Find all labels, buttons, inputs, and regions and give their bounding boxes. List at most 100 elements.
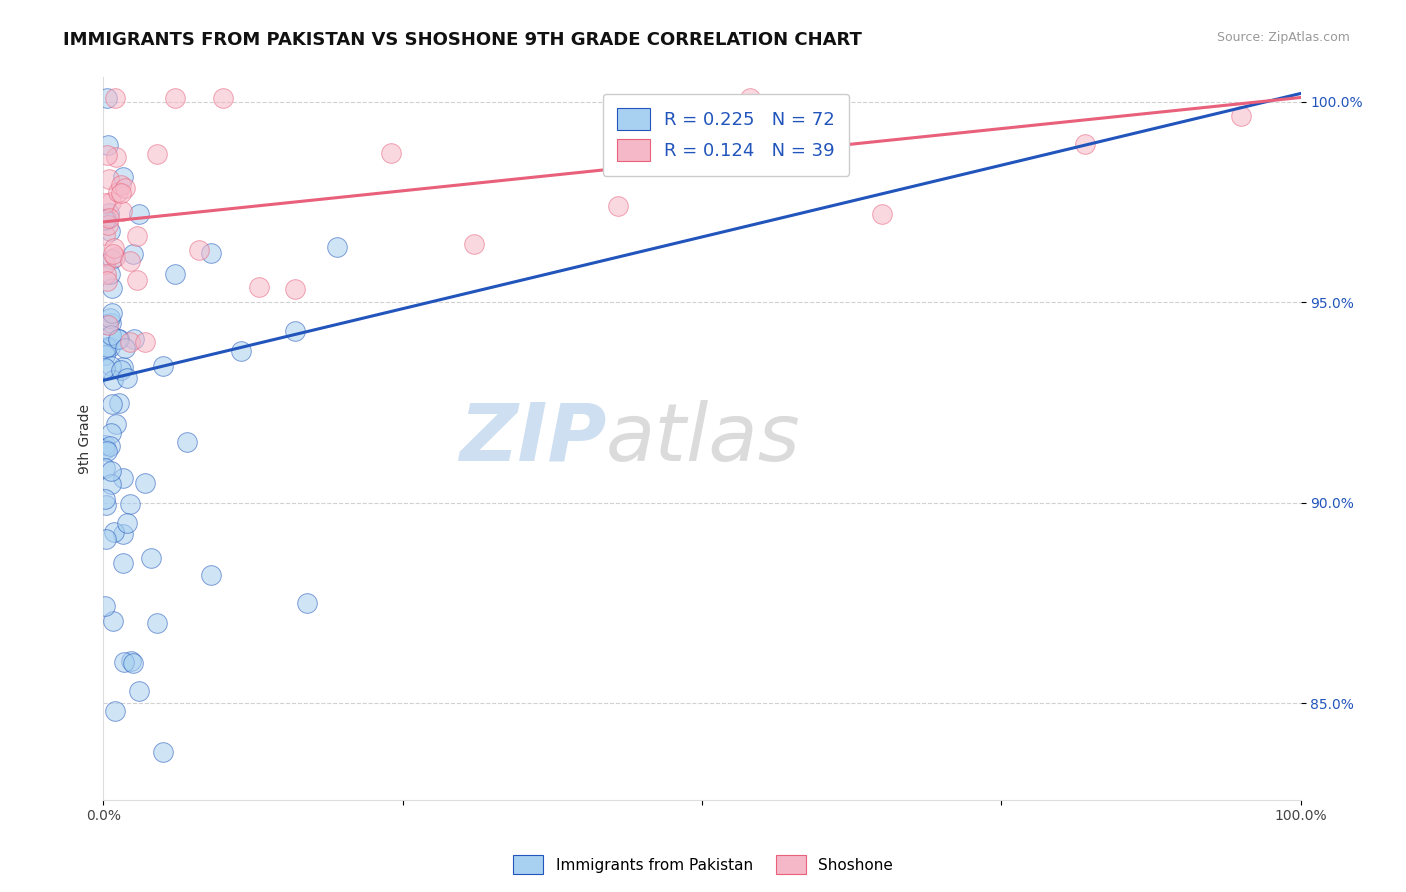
- Point: [114, 181, 136, 195]
- Point: [94, 212, 117, 227]
- Point: [141, 550, 163, 565]
- Point: [93, 438, 115, 452]
- Point: [112, 359, 135, 374]
- Point: [229, 344, 252, 359]
- Point: [98, 340, 121, 354]
- Point: [96, 274, 118, 288]
- Point: [93, 228, 115, 243]
- Point: [97, 137, 120, 152]
- Point: [117, 371, 139, 385]
- Point: [128, 684, 150, 698]
- Point: [107, 185, 129, 199]
- Point: [112, 557, 135, 571]
- Point: [103, 525, 125, 540]
- Point: [103, 241, 125, 255]
- Point: [326, 240, 349, 254]
- Point: [128, 207, 150, 221]
- Point: [118, 253, 141, 268]
- Point: [1229, 109, 1251, 123]
- Point: [98, 224, 121, 238]
- Point: [122, 332, 145, 346]
- Point: [165, 267, 187, 281]
- Point: [93, 213, 115, 227]
- Point: [111, 527, 134, 541]
- Point: [165, 90, 187, 104]
- Point: [146, 616, 169, 631]
- Legend: Immigrants from Pakistan, Shoshone: Immigrants from Pakistan, Shoshone: [506, 849, 900, 880]
- Point: [380, 146, 402, 161]
- Point: [463, 236, 485, 251]
- Point: [96, 90, 118, 104]
- Point: [117, 516, 139, 530]
- Point: [176, 435, 198, 450]
- Point: [104, 417, 127, 432]
- Point: [284, 325, 307, 339]
- Point: [110, 363, 132, 377]
- Point: [93, 195, 115, 210]
- Point: [607, 199, 630, 213]
- Legend: R = 0.225   N = 72, R = 0.124   N = 39: R = 0.225 N = 72, R = 0.124 N = 39: [603, 94, 849, 176]
- Point: [111, 204, 134, 219]
- Point: [93, 461, 115, 475]
- Point: [94, 498, 117, 512]
- Point: [100, 426, 122, 441]
- Point: [200, 246, 222, 260]
- Point: [284, 282, 307, 296]
- Point: [200, 568, 222, 582]
- Point: [94, 442, 117, 456]
- Point: [93, 360, 115, 375]
- Text: ZIP: ZIP: [458, 400, 606, 477]
- Point: [94, 212, 117, 227]
- Point: [100, 316, 122, 330]
- Point: [100, 252, 122, 267]
- Point: [100, 328, 122, 343]
- Point: [101, 306, 124, 320]
- Point: [96, 340, 118, 354]
- Point: [94, 317, 117, 331]
- Point: [104, 705, 127, 719]
- Point: [100, 397, 122, 411]
- Point: [120, 497, 142, 511]
- Point: [96, 147, 118, 161]
- Point: [188, 244, 211, 258]
- Point: [103, 614, 125, 628]
- Point: [870, 207, 893, 221]
- Point: [152, 359, 174, 373]
- Point: [134, 476, 156, 491]
- Point: [104, 150, 127, 164]
- Point: [110, 178, 132, 193]
- Point: [108, 396, 131, 410]
- Text: atlas: atlas: [606, 400, 801, 477]
- Point: [93, 348, 115, 362]
- Point: [100, 465, 122, 479]
- Point: [118, 335, 141, 350]
- Point: [1074, 136, 1097, 151]
- Text: IMMIGRANTS FROM PAKISTAN VS SHOSHONE 9TH GRADE CORRELATION CHART: IMMIGRANTS FROM PAKISTAN VS SHOSHONE 9TH…: [63, 31, 862, 49]
- Point: [93, 257, 115, 271]
- Point: [97, 218, 120, 232]
- Point: [100, 477, 122, 491]
- Point: [98, 310, 121, 325]
- Point: [146, 147, 169, 161]
- Point: [96, 532, 118, 546]
- Point: [93, 491, 115, 506]
- Point: [97, 206, 120, 220]
- Point: [107, 332, 129, 346]
- Point: [96, 444, 118, 458]
- Point: [97, 318, 120, 332]
- Y-axis label: 9th Grade: 9th Grade: [79, 403, 93, 474]
- Point: [98, 267, 121, 281]
- Point: [125, 229, 148, 244]
- Point: [93, 342, 115, 356]
- Point: [100, 281, 122, 295]
- Point: [112, 655, 135, 669]
- Point: [104, 250, 127, 264]
- Point: [103, 247, 125, 261]
- Point: [125, 273, 148, 287]
- Point: [212, 90, 235, 104]
- Point: [122, 247, 145, 261]
- Point: [295, 596, 318, 610]
- Point: [110, 186, 132, 200]
- Point: [152, 745, 174, 759]
- Point: [100, 194, 122, 209]
